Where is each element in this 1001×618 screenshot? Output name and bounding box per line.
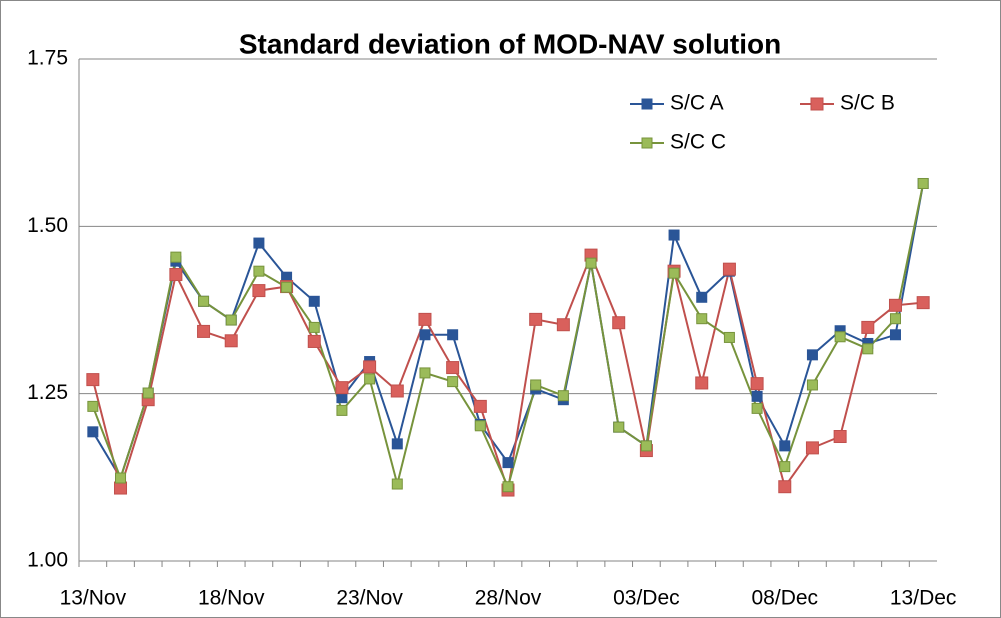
marker [253,237,265,249]
marker [805,441,819,455]
marker [198,295,210,307]
marker [142,387,154,399]
marker [806,349,818,361]
marker [696,313,708,325]
x-tick-label: 18/Nov [198,587,265,610]
marker [751,390,763,402]
marker [307,334,321,348]
marker [806,379,818,391]
marker [418,312,432,326]
x-tick-label: 23/Nov [336,587,403,610]
marker [695,376,709,390]
marker [87,426,99,438]
y-tick-label: 1.25 [27,381,68,404]
marker [834,331,846,343]
marker [474,420,486,432]
marker [336,392,348,404]
marker [696,291,708,303]
marker [252,284,266,298]
marker [778,480,792,494]
legend-marker [641,137,653,149]
marker [364,373,376,385]
marker [169,268,183,282]
marker [529,312,543,326]
marker [170,251,182,263]
marker [833,430,847,444]
marker [861,320,875,334]
marker [916,296,930,310]
legend-marker [641,98,653,110]
legend-label: S/C A [670,92,724,115]
marker [253,265,265,277]
marker [668,267,680,279]
marker [363,360,377,374]
marker [889,329,901,341]
marker [447,329,459,341]
marker [390,384,404,398]
x-tick-label: 28/Nov [475,587,542,610]
marker [668,229,680,241]
marker [281,281,293,293]
marker [750,377,764,391]
marker [779,461,791,473]
marker [888,298,902,312]
x-tick-label: 13/Nov [60,587,127,610]
legend-marker [810,97,824,111]
legend-label: S/C C [670,131,726,154]
marker [419,367,431,379]
y-tick-label: 1.50 [27,214,68,237]
y-tick-label: 1.00 [27,549,68,572]
marker [530,379,542,391]
marker [640,440,652,452]
marker [751,402,763,414]
legend-label: S/C B [840,92,895,115]
marker [308,295,320,307]
marker [87,400,99,412]
marker [473,399,487,413]
marker [862,343,874,355]
marker [722,262,736,276]
marker [612,316,626,330]
marker [502,457,514,469]
marker [557,390,569,402]
x-tick-label: 03/Dec [613,587,680,610]
marker [391,438,403,450]
marker [336,404,348,416]
marker [613,421,625,433]
marker [86,373,100,387]
marker [889,313,901,325]
marker [225,314,237,326]
chart-title: Standard deviation of MOD-NAV solution [239,28,781,59]
marker [446,361,460,375]
marker [391,478,403,490]
marker [308,321,320,333]
marker [917,177,929,189]
marker [197,324,211,338]
marker [585,257,597,269]
marker [723,331,735,343]
marker [115,472,127,484]
marker [224,334,238,348]
x-tick-label: 13/Dec [890,587,957,610]
marker [419,329,431,341]
marker [779,440,791,452]
marker [556,318,570,332]
marker [502,481,514,493]
marker [114,481,128,495]
x-tick-label: 08/Dec [752,587,819,610]
marker [447,376,459,388]
y-tick-label: 1.75 [27,47,68,70]
marker [335,381,349,395]
